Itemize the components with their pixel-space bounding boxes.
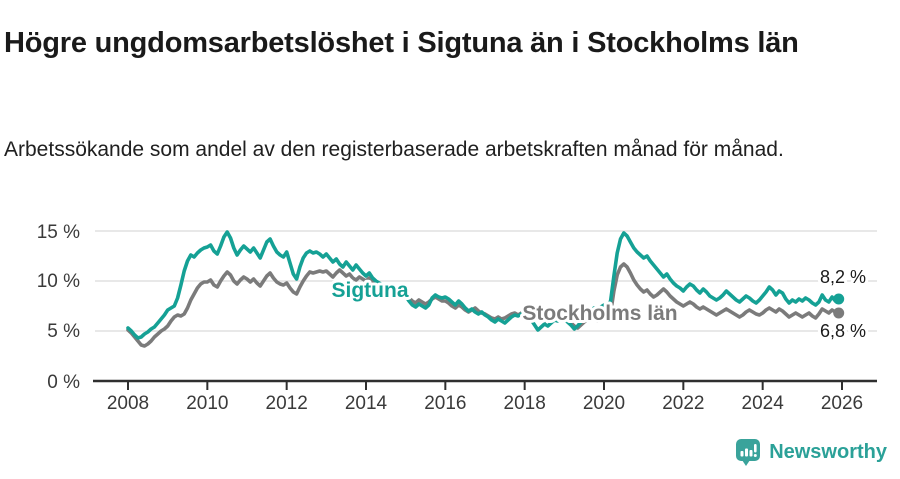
page-title: Högre ungdomsarbetslöshet i Sigtuna än i… <box>4 27 799 60</box>
y-tick-10: 10 % <box>37 271 80 292</box>
y-tick-5: 5 % <box>47 321 80 342</box>
x-tick-2018: 2018 <box>504 393 546 414</box>
newsworthy-icon <box>736 439 761 466</box>
series-end-dots <box>833 293 845 319</box>
gridlines <box>95 230 877 332</box>
series-lines <box>126 230 841 348</box>
newsworthy-logo[interactable]: Newsworthy <box>735 438 887 467</box>
end-value-sigtuna: 8,2 % <box>820 267 866 287</box>
x-tick-2012: 2012 <box>266 393 308 414</box>
newsworthy-wordmark: Newsworthy <box>769 441 887 463</box>
y-tick-15: 15 % <box>37 222 80 243</box>
x-tick-2008: 2008 <box>107 393 149 414</box>
x-tick-2020: 2020 <box>583 393 625 414</box>
x-tick-2016: 2016 <box>424 393 466 414</box>
y-tick-0: 0 % <box>47 372 80 393</box>
end-value-stockholms-lan: 6,8 % <box>820 321 866 341</box>
chart-subtitle: Arbetssökande som andel av den registerb… <box>4 138 784 161</box>
x-axis <box>93 379 877 390</box>
x-tick-2024: 2024 <box>742 393 785 414</box>
x-tick-2010: 2010 <box>186 393 228 414</box>
series-label-stockholms-lan: Stockholms län <box>522 302 677 325</box>
series-label-sigtuna: Sigtuna <box>332 279 409 302</box>
x-tick-2026: 2026 <box>821 393 863 414</box>
x-tick-2014: 2014 <box>345 393 388 414</box>
x-tick-2022: 2022 <box>662 393 704 414</box>
